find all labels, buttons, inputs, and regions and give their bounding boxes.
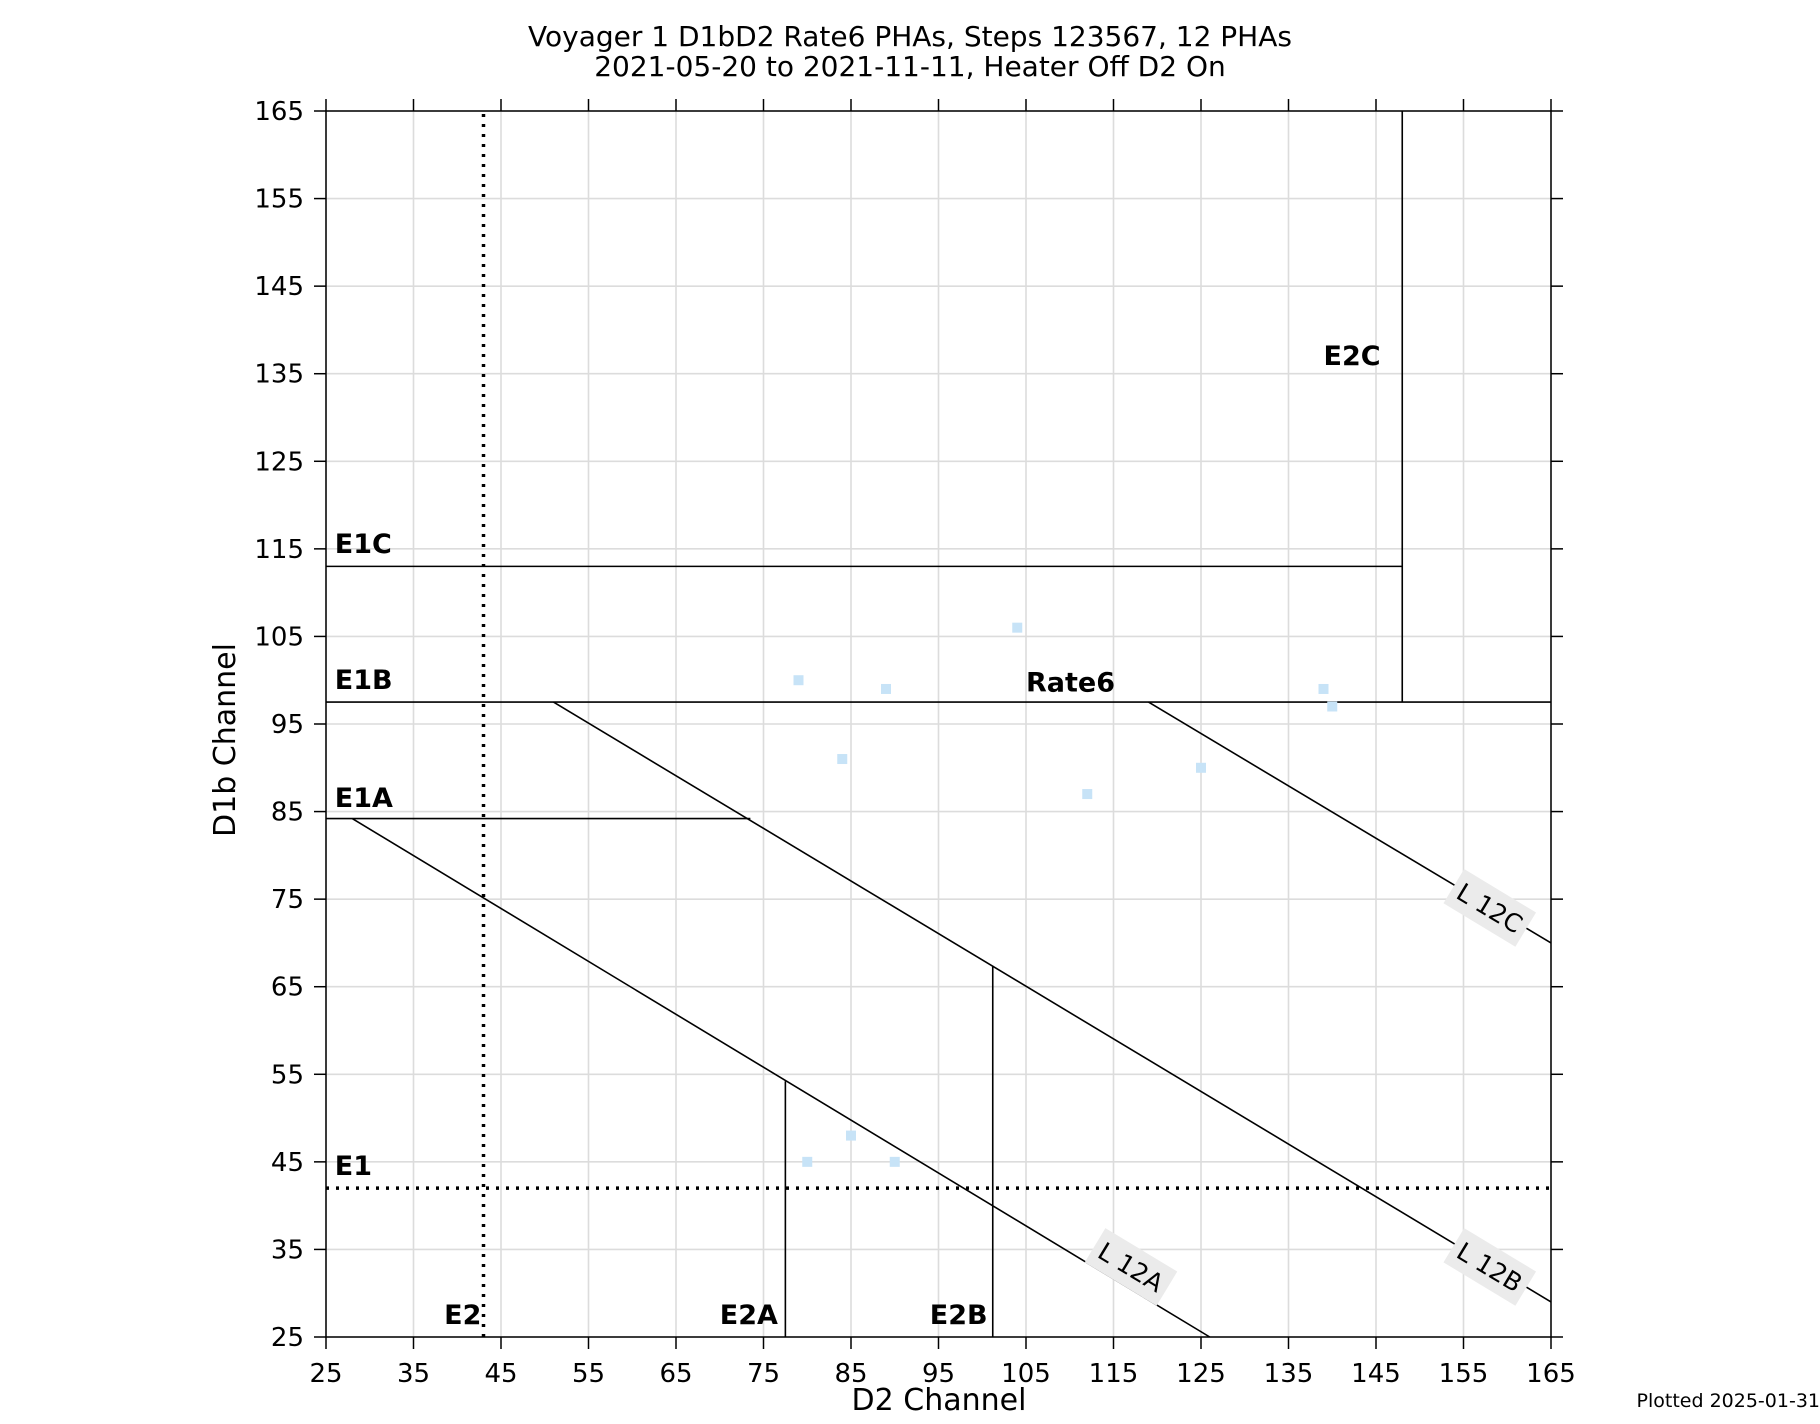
- y-tick-label: 45: [271, 1148, 304, 1178]
- data-points: [793, 622, 1338, 1167]
- boundary-lines: [326, 111, 1552, 1338]
- data-point: [889, 1156, 900, 1167]
- x-axis-label: D2 Channel: [852, 1383, 1027, 1418]
- boundary-line: [553, 701, 1552, 1303]
- boundary-line: [351, 817, 1211, 1338]
- x-tick-label: 115: [1089, 1359, 1139, 1389]
- region-label: E2B: [930, 1300, 988, 1331]
- x-tick-label: 55: [572, 1359, 605, 1389]
- region-labels: E1C E1B E1A E1 Rate6 E2C E2 E2A E2B: [335, 341, 1381, 1331]
- y-tick-label: 125: [254, 447, 304, 477]
- data-point: [1082, 789, 1093, 800]
- region-label: Rate6: [1026, 668, 1115, 699]
- line-label: L 12B: [1443, 1228, 1537, 1306]
- y-tick-label: 115: [254, 535, 304, 565]
- data-point: [837, 754, 848, 765]
- region-label: E1C: [335, 529, 392, 560]
- plotted-date: Plotted 2025-01-31: [1636, 1390, 1820, 1412]
- data-point: [1196, 762, 1206, 773]
- y-tick-label: 65: [271, 973, 304, 1003]
- region-label: E1A: [335, 783, 393, 814]
- data-point: [1012, 622, 1023, 633]
- line-label-box: [1084, 1228, 1178, 1306]
- ticks: 25 35 45 55 65 75 85 95 105 115 125 135 145 155 165 25 3…: [254, 97, 1575, 1389]
- y-tick-label: 55: [271, 1060, 304, 1090]
- y-tick-label: 155: [254, 185, 304, 215]
- region-label: E1: [335, 1151, 372, 1182]
- y-tick-label: 95: [271, 710, 304, 740]
- x-tick-label: 135: [1264, 1359, 1314, 1389]
- x-tick-label: 25: [309, 1359, 342, 1389]
- chart-title-line2: 2021-05-20 to 2021-11-11, Heater Off D2 …: [594, 50, 1226, 83]
- y-tick-label: 145: [254, 272, 304, 302]
- x-tick-label: 65: [659, 1359, 692, 1389]
- grid: [325, 110, 1552, 1338]
- y-axis-label: D1b Channel: [208, 643, 243, 837]
- y-tick-label: 35: [271, 1235, 304, 1265]
- y-tick-label: 105: [254, 622, 304, 652]
- x-tick-label: 105: [1001, 1359, 1051, 1389]
- line-label-box: [1443, 869, 1537, 947]
- data-point: [1327, 701, 1338, 712]
- chart-title-line1: Voyager 1 D1bD2 Rate6 PHAs, Steps 123567…: [528, 20, 1292, 53]
- region-label: E1B: [335, 665, 393, 696]
- x-tick-label: 35: [397, 1359, 430, 1389]
- x-tick-label: 165: [1526, 1359, 1576, 1389]
- data-point: [802, 1156, 813, 1167]
- data-point: [881, 683, 891, 694]
- region-label: E2A: [720, 1300, 778, 1331]
- region-label: E2: [444, 1300, 481, 1331]
- x-tick-label: 85: [834, 1359, 867, 1389]
- line-label: L 12C: [1443, 869, 1537, 947]
- x-tick-label: 95: [922, 1359, 955, 1389]
- x-tick-label: 45: [484, 1359, 517, 1389]
- line-label: L 12A: [1084, 1228, 1178, 1306]
- data-point: [1318, 683, 1329, 694]
- x-tick-label: 145: [1351, 1359, 1401, 1389]
- y-tick-label: 25: [271, 1323, 304, 1353]
- x-tick-label: 75: [747, 1359, 780, 1389]
- line-label-box: [1443, 1228, 1537, 1306]
- y-tick-label: 85: [271, 798, 304, 828]
- region-label: E2C: [1324, 341, 1381, 372]
- line-labels: L 12A L 12B L 12C: [1084, 869, 1537, 1306]
- x-tick-label: 125: [1176, 1359, 1226, 1389]
- data-point: [793, 675, 804, 686]
- x-tick-label: 155: [1439, 1359, 1489, 1389]
- y-tick-label: 75: [271, 885, 304, 915]
- data-point: [846, 1130, 856, 1141]
- y-tick-label: 135: [254, 360, 304, 390]
- y-tick-label: 165: [254, 97, 304, 127]
